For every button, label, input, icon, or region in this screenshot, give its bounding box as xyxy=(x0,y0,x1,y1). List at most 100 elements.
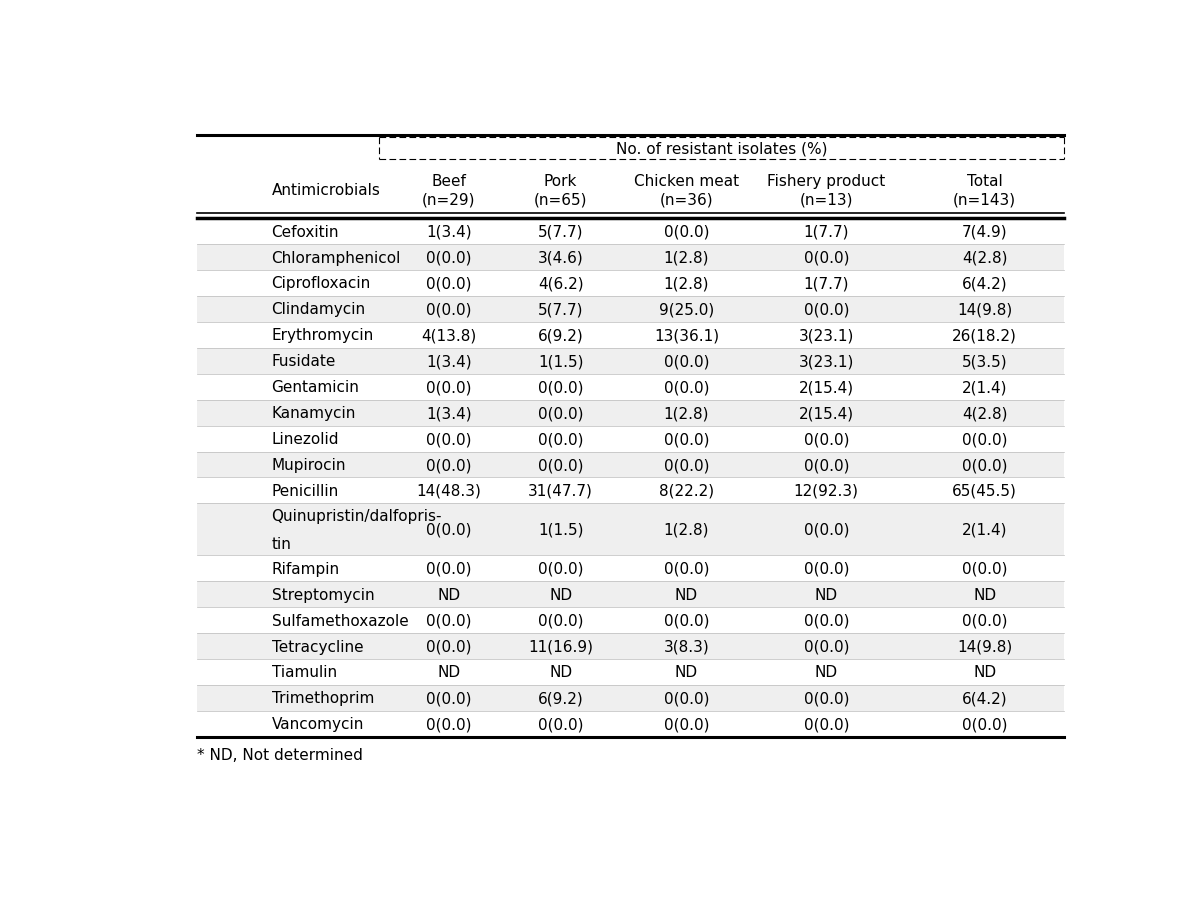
Text: 1(2.8): 1(2.8) xyxy=(664,276,710,291)
Text: ND: ND xyxy=(437,665,461,680)
Text: 0(0.0): 0(0.0) xyxy=(538,406,583,420)
Text: 0(0.0): 0(0.0) xyxy=(664,457,710,473)
Text: tin: tin xyxy=(272,537,291,551)
Bar xyxy=(197,244,1063,271)
Text: 1(1.5): 1(1.5) xyxy=(538,522,583,538)
Text: 1(7.7): 1(7.7) xyxy=(804,276,849,291)
Text: 0(0.0): 0(0.0) xyxy=(804,561,849,576)
Text: Tiamulin: Tiamulin xyxy=(272,665,337,680)
Text: ND: ND xyxy=(814,587,837,602)
Text: 14(9.8): 14(9.8) xyxy=(958,639,1013,654)
Bar xyxy=(197,426,1063,452)
Text: 0(0.0): 0(0.0) xyxy=(962,457,1008,473)
Bar xyxy=(197,711,1063,737)
Text: 0(0.0): 0(0.0) xyxy=(538,561,583,576)
Text: 2(1.4): 2(1.4) xyxy=(962,522,1008,538)
Text: Quinupristin/dalfopris-: Quinupristin/dalfopris- xyxy=(272,508,442,523)
Text: 0(0.0): 0(0.0) xyxy=(538,613,583,628)
Text: 0(0.0): 0(0.0) xyxy=(804,302,849,318)
Text: 0(0.0): 0(0.0) xyxy=(538,457,583,473)
Bar xyxy=(197,323,1063,348)
Text: 0(0.0): 0(0.0) xyxy=(426,522,472,538)
Bar xyxy=(197,659,1063,686)
Text: 0(0.0): 0(0.0) xyxy=(664,225,710,239)
Bar xyxy=(197,582,1063,607)
Text: Chicken meat: Chicken meat xyxy=(634,174,739,189)
Text: (n=65): (n=65) xyxy=(534,192,587,207)
Text: 0(0.0): 0(0.0) xyxy=(804,457,849,473)
Text: 1(2.8): 1(2.8) xyxy=(664,406,710,420)
Text: 4(2.8): 4(2.8) xyxy=(962,406,1008,420)
Text: 2(15.4): 2(15.4) xyxy=(799,380,854,395)
Text: Vancomycin: Vancomycin xyxy=(272,716,365,732)
Text: ND: ND xyxy=(549,587,573,602)
Text: (n=13): (n=13) xyxy=(800,192,853,207)
Text: ND: ND xyxy=(973,587,996,602)
Text: ND: ND xyxy=(437,587,461,602)
Text: Chloramphenicol: Chloramphenicol xyxy=(272,250,401,265)
Text: 1(3.4): 1(3.4) xyxy=(426,225,472,239)
Text: 1(3.4): 1(3.4) xyxy=(426,354,472,369)
Text: 6(9.2): 6(9.2) xyxy=(538,328,583,343)
Text: 0(0.0): 0(0.0) xyxy=(538,431,583,446)
Text: 0(0.0): 0(0.0) xyxy=(804,716,849,732)
Text: 0(0.0): 0(0.0) xyxy=(426,613,472,628)
Text: Erythromycin: Erythromycin xyxy=(272,328,374,343)
Bar xyxy=(197,374,1063,400)
Text: 5(3.5): 5(3.5) xyxy=(962,354,1008,369)
Text: 0(0.0): 0(0.0) xyxy=(664,716,710,732)
Text: 0(0.0): 0(0.0) xyxy=(426,457,472,473)
Text: 4(13.8): 4(13.8) xyxy=(421,328,476,343)
Text: Antimicrobials: Antimicrobials xyxy=(272,183,380,198)
Text: Kanamycin: Kanamycin xyxy=(272,406,356,420)
Text: 7(4.9): 7(4.9) xyxy=(962,225,1008,239)
Text: 0(0.0): 0(0.0) xyxy=(804,613,849,628)
Text: 3(23.1): 3(23.1) xyxy=(799,354,854,369)
Text: Sulfamethoxazole: Sulfamethoxazole xyxy=(272,613,408,628)
Text: 1(1.5): 1(1.5) xyxy=(538,354,583,369)
Text: 0(0.0): 0(0.0) xyxy=(426,380,472,395)
Text: Trimethoprim: Trimethoprim xyxy=(272,691,374,705)
Text: Penicillin: Penicillin xyxy=(272,483,339,499)
Text: 3(4.6): 3(4.6) xyxy=(538,250,583,265)
Text: 0(0.0): 0(0.0) xyxy=(664,380,710,395)
Text: Cefoxitin: Cefoxitin xyxy=(272,225,339,239)
Text: 0(0.0): 0(0.0) xyxy=(664,561,710,576)
Text: 0(0.0): 0(0.0) xyxy=(426,302,472,318)
Text: Total: Total xyxy=(967,174,1002,189)
Text: 1(7.7): 1(7.7) xyxy=(804,225,849,239)
Text: 14(48.3): 14(48.3) xyxy=(416,483,481,499)
Text: 0(0.0): 0(0.0) xyxy=(804,431,849,446)
Text: 65(45.5): 65(45.5) xyxy=(953,483,1018,499)
Text: 2(1.4): 2(1.4) xyxy=(962,380,1008,395)
Text: ND: ND xyxy=(675,665,698,680)
Text: 0(0.0): 0(0.0) xyxy=(426,691,472,705)
Text: Rifampin: Rifampin xyxy=(272,561,339,576)
Text: 11(16.9): 11(16.9) xyxy=(528,639,593,654)
Bar xyxy=(197,271,1063,297)
Text: 31(47.7): 31(47.7) xyxy=(528,483,593,499)
Text: 6(9.2): 6(9.2) xyxy=(538,691,583,705)
Text: 0(0.0): 0(0.0) xyxy=(426,250,472,265)
Text: 1(2.8): 1(2.8) xyxy=(664,522,710,538)
Text: 0(0.0): 0(0.0) xyxy=(426,276,472,291)
Text: Streptomycin: Streptomycin xyxy=(272,587,374,602)
Text: 4(2.8): 4(2.8) xyxy=(962,250,1008,265)
Text: 0(0.0): 0(0.0) xyxy=(538,716,583,732)
Text: (n=143): (n=143) xyxy=(953,192,1017,207)
Bar xyxy=(197,504,1063,556)
Text: 2(15.4): 2(15.4) xyxy=(799,406,854,420)
Text: Ciprofloxacin: Ciprofloxacin xyxy=(272,276,371,291)
Text: 0(0.0): 0(0.0) xyxy=(962,716,1008,732)
Text: 12(92.3): 12(92.3) xyxy=(794,483,859,499)
Bar xyxy=(197,348,1063,374)
Text: 0(0.0): 0(0.0) xyxy=(426,716,472,732)
Text: 0(0.0): 0(0.0) xyxy=(804,522,849,538)
Text: (n=29): (n=29) xyxy=(422,192,475,207)
Text: 0(0.0): 0(0.0) xyxy=(664,613,710,628)
Text: 0(0.0): 0(0.0) xyxy=(426,561,472,576)
Text: 4(6.2): 4(6.2) xyxy=(538,276,583,291)
Text: 8(22.2): 8(22.2) xyxy=(659,483,715,499)
Text: Pork: Pork xyxy=(544,174,577,189)
Text: * ND, Not determined: * ND, Not determined xyxy=(197,748,363,762)
